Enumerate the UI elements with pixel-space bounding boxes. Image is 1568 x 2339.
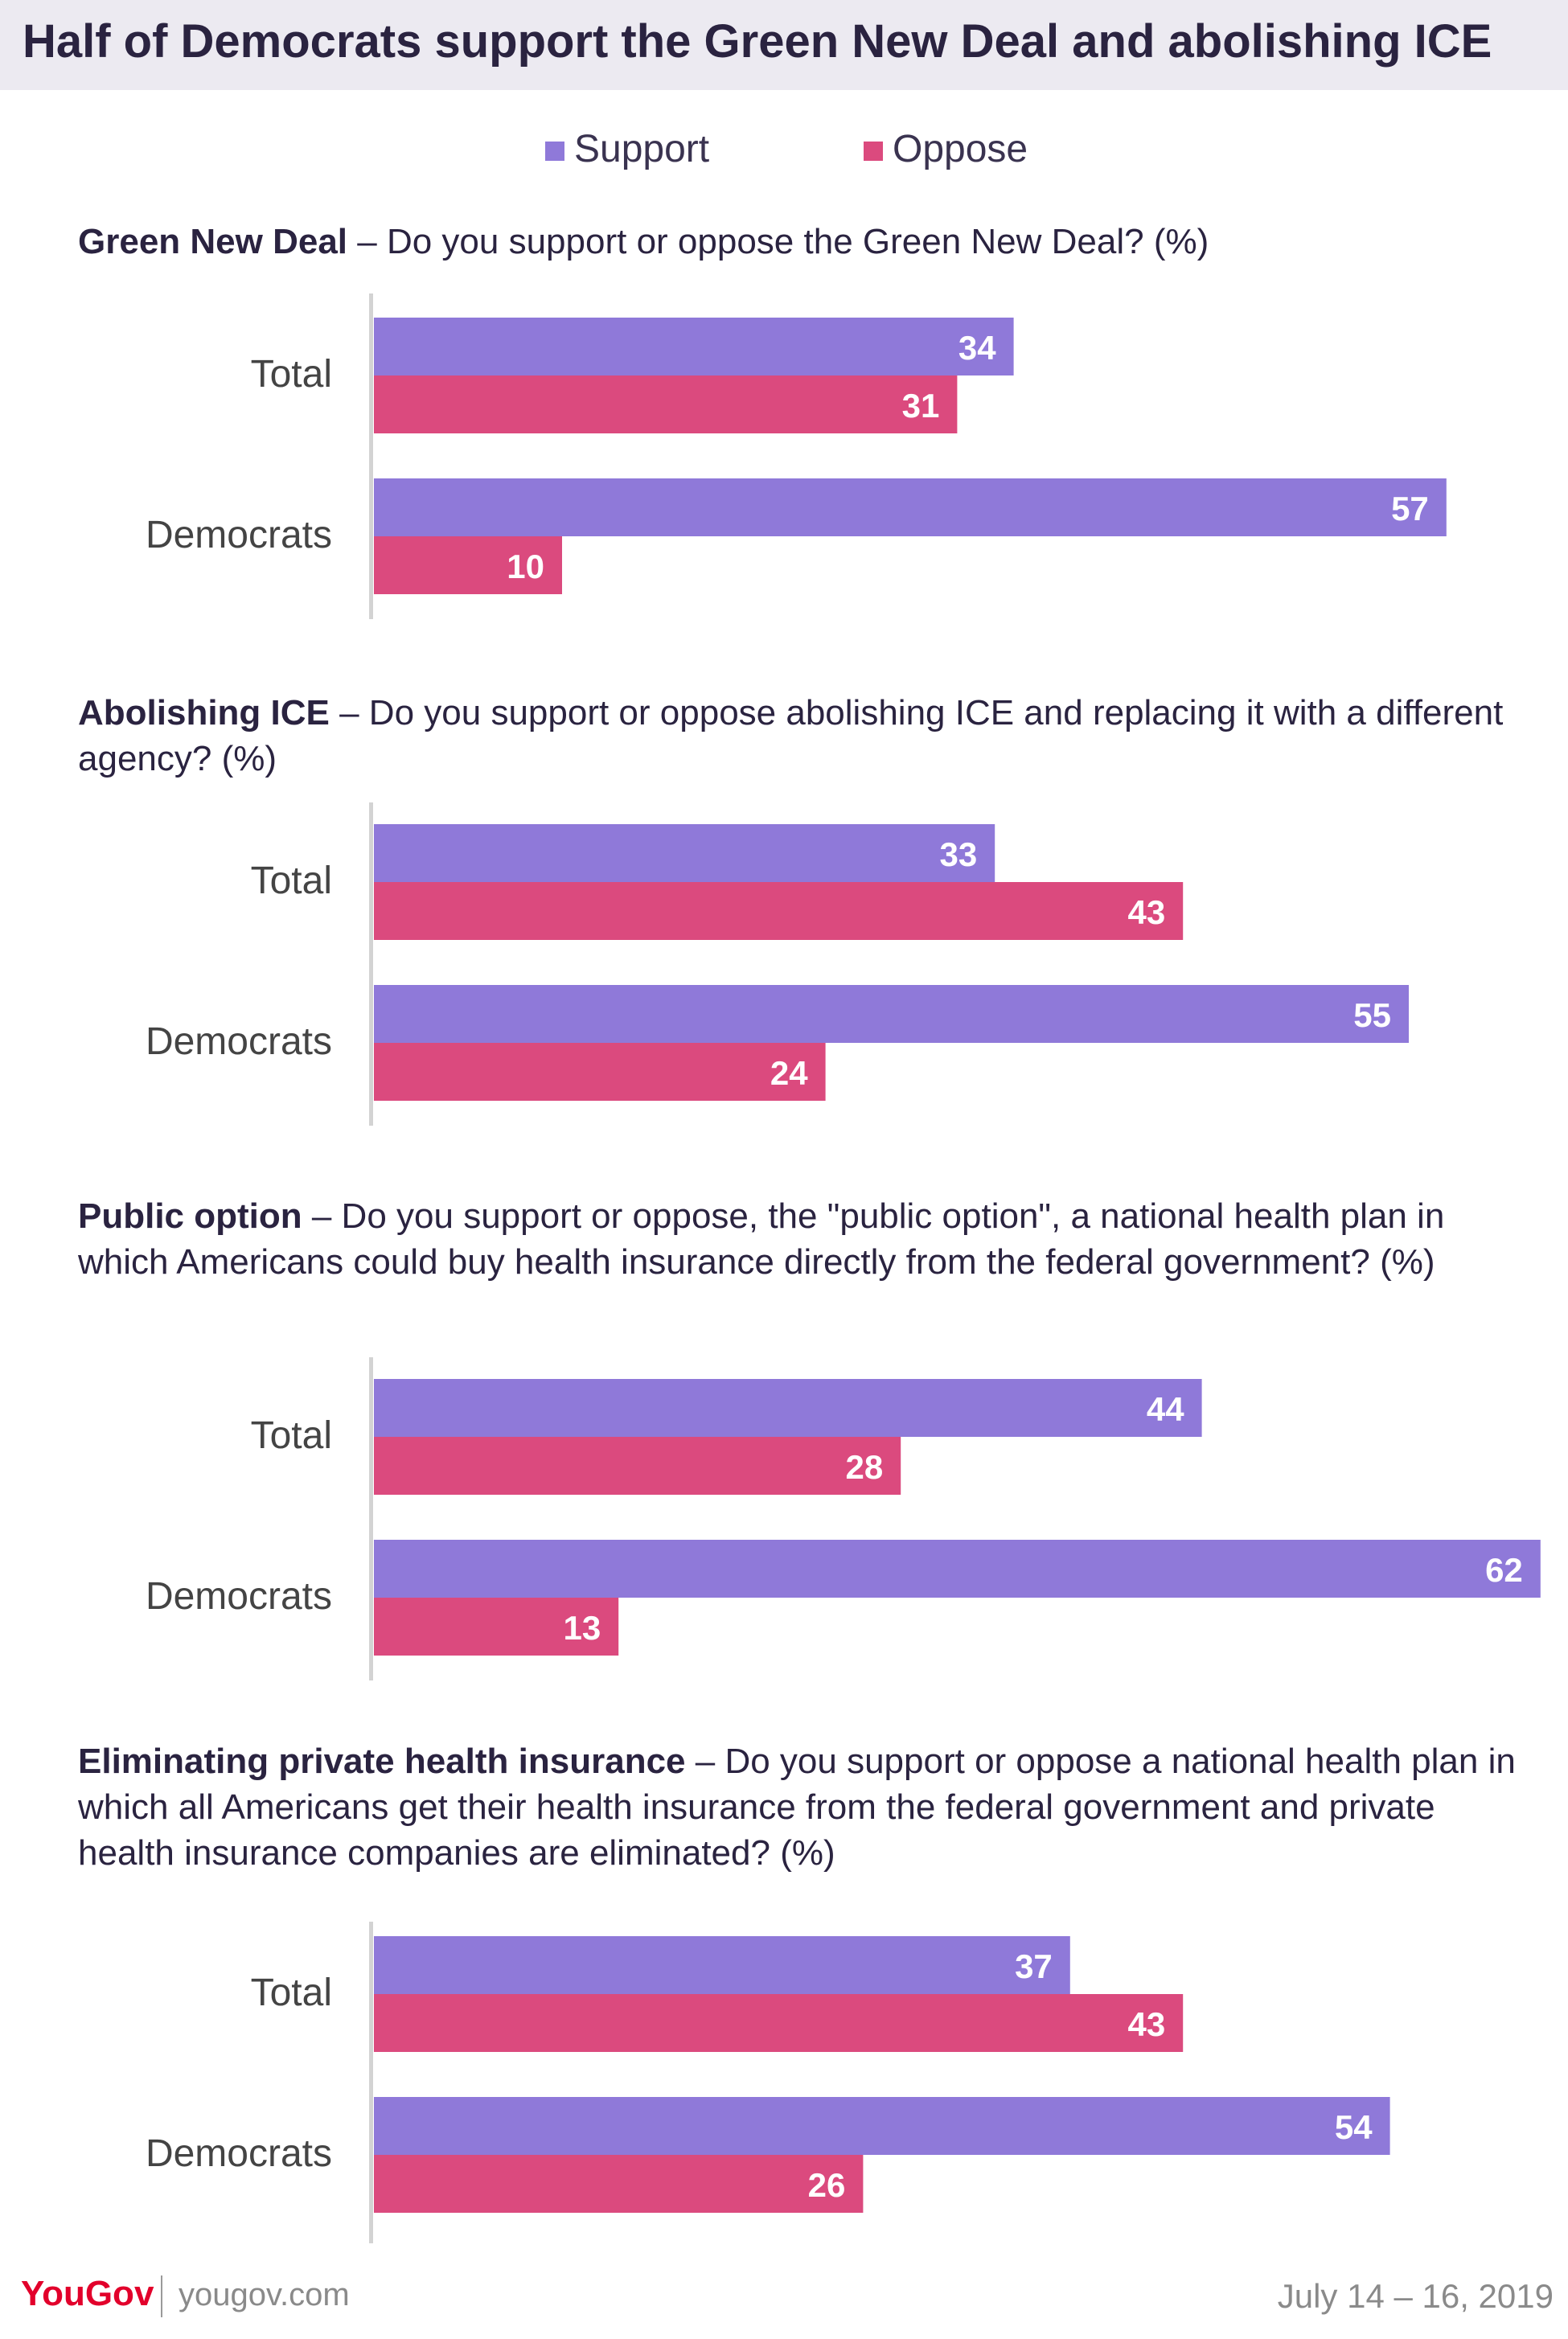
bar-oppose xyxy=(374,1043,826,1101)
question-text: – Do you support or oppose a national he… xyxy=(78,1742,1516,1873)
value-label-oppose: 10 xyxy=(507,548,544,585)
category-label: Democrats xyxy=(146,514,332,556)
category-label: Total xyxy=(251,353,332,396)
bar-support xyxy=(374,985,1409,1043)
axis-line xyxy=(369,802,373,1126)
category-label: Democrats xyxy=(146,2132,332,2175)
value-label-support: 62 xyxy=(1485,1551,1523,1589)
value-label-support: 54 xyxy=(1335,2108,1373,2146)
bar-oppose xyxy=(374,882,1184,940)
question-topic: Abolishing ICE xyxy=(78,693,330,732)
question-eliminating-private-insurance: Eliminating private health insurance – D… xyxy=(78,1738,1525,1876)
question-green-new-deal: Green New Deal – Do you support or oppos… xyxy=(78,219,1525,265)
bar-support xyxy=(374,318,1014,375)
category-label: Democrats xyxy=(146,1575,332,1618)
question-topic: Green New Deal xyxy=(78,222,348,261)
legend-swatch-support xyxy=(545,142,564,161)
axis-line xyxy=(369,1357,373,1680)
value-label-support: 33 xyxy=(939,835,977,873)
bar-oppose xyxy=(374,375,958,433)
bar-support xyxy=(374,1379,1202,1437)
bar-support xyxy=(374,2097,1390,2155)
question-topic: Eliminating private health insurance xyxy=(78,1742,686,1781)
value-label-oppose: 28 xyxy=(845,1448,883,1486)
value-label-oppose: 26 xyxy=(808,2166,846,2204)
value-label-support: 55 xyxy=(1353,996,1391,1034)
bar-support xyxy=(374,1540,1541,1598)
value-label-oppose: 31 xyxy=(902,387,940,425)
question-topic: Public option xyxy=(78,1196,302,1236)
value-label-support: 34 xyxy=(958,329,996,367)
axis-line xyxy=(369,293,373,619)
category-label: Total xyxy=(251,1414,332,1457)
category-label: Democrats xyxy=(146,1020,332,1063)
bar-oppose xyxy=(374,1994,1184,2052)
value-label-oppose: 43 xyxy=(1127,2005,1165,2043)
axis-line xyxy=(369,1922,373,2243)
value-label-oppose: 43 xyxy=(1127,893,1165,931)
value-label-support: 37 xyxy=(1015,1947,1053,1985)
question-abolishing-ice: Abolishing ICE – Do you support or oppos… xyxy=(78,690,1525,782)
value-label-support: 44 xyxy=(1147,1390,1184,1428)
survey-dates: July 14 – 16, 2019 xyxy=(1277,2277,1554,2315)
legend-label-support: Support xyxy=(574,128,710,170)
bar-oppose xyxy=(374,2155,864,2213)
category-label: Total xyxy=(251,860,332,902)
question-text: – Do you support or oppose the Green New… xyxy=(347,222,1209,261)
header: Half of Democrats support the Green New … xyxy=(0,0,1568,90)
bar-oppose xyxy=(374,536,562,594)
value-label-oppose: 13 xyxy=(563,1609,601,1647)
category-label: Total xyxy=(251,1972,332,2014)
question-text: – Do you support or oppose abolishing IC… xyxy=(78,693,1504,778)
bar-support xyxy=(374,824,995,882)
legend-swatch-oppose xyxy=(864,142,883,161)
footer-divider xyxy=(161,2275,162,2317)
bar-oppose xyxy=(374,1437,901,1495)
footer-url[interactable]: yougov.com xyxy=(179,2277,350,2312)
chart-title: Half of Democrats support the Green New … xyxy=(23,15,1492,68)
question-text: – Do you support or oppose, the "public … xyxy=(78,1196,1445,1282)
value-label-oppose: 24 xyxy=(770,1054,808,1092)
legend-label-oppose: Oppose xyxy=(893,128,1028,170)
yougov-logo: YouGov xyxy=(21,2274,154,2313)
bar-support xyxy=(374,1936,1070,1994)
question-public-option: Public option – Do you support or oppose… xyxy=(78,1193,1525,1285)
bar-support xyxy=(374,478,1447,536)
value-label-support: 57 xyxy=(1391,490,1429,527)
bar-oppose xyxy=(374,1598,619,1656)
